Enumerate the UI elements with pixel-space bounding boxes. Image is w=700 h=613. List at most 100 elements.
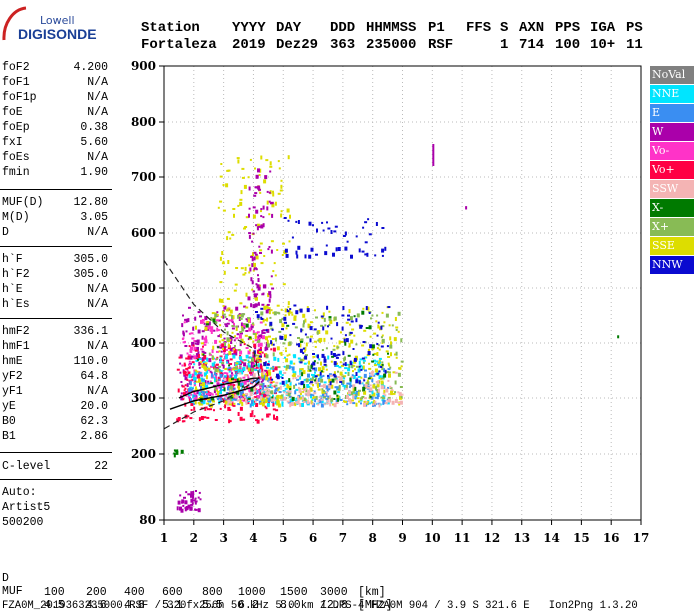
echo-point — [221, 389, 224, 391]
echo-point — [348, 345, 351, 348]
echo-point — [274, 399, 277, 402]
echo-point — [311, 403, 314, 406]
y-tick-label: 600 — [131, 226, 156, 240]
echo-point — [394, 371, 398, 374]
echo-point — [225, 325, 229, 328]
echo-point — [252, 269, 255, 272]
echo-point — [195, 490, 197, 492]
echo-point — [228, 314, 232, 317]
echo-point — [283, 391, 286, 394]
echo-point — [248, 386, 252, 391]
echo-point — [225, 183, 229, 188]
echo-point — [245, 216, 249, 219]
echo-point — [276, 399, 280, 404]
echo-point — [235, 337, 239, 340]
echo-point — [272, 408, 276, 411]
echo-point — [200, 385, 202, 390]
echo-point — [235, 306, 239, 311]
echo-point — [260, 348, 262, 353]
echo-point — [183, 370, 187, 375]
echo-point — [338, 378, 342, 381]
echo-point — [301, 368, 304, 370]
echo-point — [206, 402, 210, 405]
echo-point — [383, 373, 387, 378]
echo-point — [275, 337, 277, 342]
echo-point — [317, 400, 320, 403]
echo-point — [251, 361, 253, 366]
echo-point — [266, 328, 270, 333]
echo-point — [235, 349, 239, 352]
echo-point — [379, 377, 382, 380]
echo-point — [219, 390, 222, 395]
param-value: 3.05 — [80, 211, 108, 224]
echo-point — [330, 351, 333, 355]
echo-point — [307, 323, 310, 328]
echo-point — [225, 397, 228, 400]
header-label-year: YYYY — [232, 20, 266, 36]
echo-point — [232, 208, 236, 210]
echo-point — [242, 366, 246, 371]
echo-point — [358, 365, 361, 368]
echo-point — [375, 386, 378, 391]
echo-point — [237, 386, 240, 391]
echo-point — [395, 326, 399, 329]
distance-value: 400 — [124, 586, 145, 599]
echo-point — [289, 308, 292, 310]
echo-point — [252, 206, 256, 209]
echo-point — [231, 373, 234, 376]
echo-point — [212, 329, 216, 332]
echo-point — [289, 381, 292, 386]
echo-point — [195, 380, 198, 383]
echo-point — [249, 158, 252, 161]
echo-point — [244, 334, 248, 337]
echo-point — [245, 306, 249, 309]
echo-point — [321, 349, 324, 351]
echo-point — [346, 382, 350, 385]
echo-point — [387, 352, 389, 355]
echo-point — [394, 317, 397, 321]
echo-point — [194, 316, 197, 321]
echo-point — [342, 306, 345, 310]
echo-point — [327, 375, 331, 380]
echo-point — [251, 397, 255, 400]
echo-point — [377, 363, 381, 366]
echo-point — [260, 318, 264, 320]
echo-point — [350, 391, 354, 396]
echo-point — [194, 342, 197, 345]
echo-point — [192, 499, 196, 502]
echo-point — [216, 367, 219, 370]
echo-point — [211, 362, 215, 367]
echo-point — [255, 296, 258, 301]
echo-point — [228, 366, 232, 369]
echo-point — [374, 373, 378, 375]
echo-point — [320, 315, 324, 318]
echo-point — [373, 392, 376, 397]
param-value: 0.38 — [80, 121, 108, 134]
echo-point — [249, 392, 253, 397]
echo-point — [190, 506, 193, 511]
echo-point — [303, 362, 307, 365]
echo-point — [369, 384, 372, 387]
echo-point — [307, 389, 311, 394]
echo-point — [276, 346, 280, 351]
echo-point — [383, 389, 386, 394]
echo-point — [265, 407, 268, 410]
echo-point — [245, 292, 248, 297]
echo-point — [362, 361, 365, 364]
echo-point — [229, 378, 233, 383]
echo-point — [258, 400, 262, 405]
echo-point — [255, 224, 258, 227]
echo-point — [258, 351, 262, 353]
echo-point — [259, 359, 262, 362]
echo-point — [253, 251, 257, 254]
echo-point — [261, 392, 265, 395]
echo-point — [311, 373, 313, 376]
echo-point — [216, 311, 219, 314]
echo-point — [386, 402, 390, 405]
echo-point — [191, 378, 194, 381]
echo-point — [367, 377, 371, 380]
echo-point — [200, 348, 204, 351]
echo-point — [320, 398, 324, 401]
echo-point — [345, 338, 349, 343]
echo-point — [333, 371, 336, 376]
